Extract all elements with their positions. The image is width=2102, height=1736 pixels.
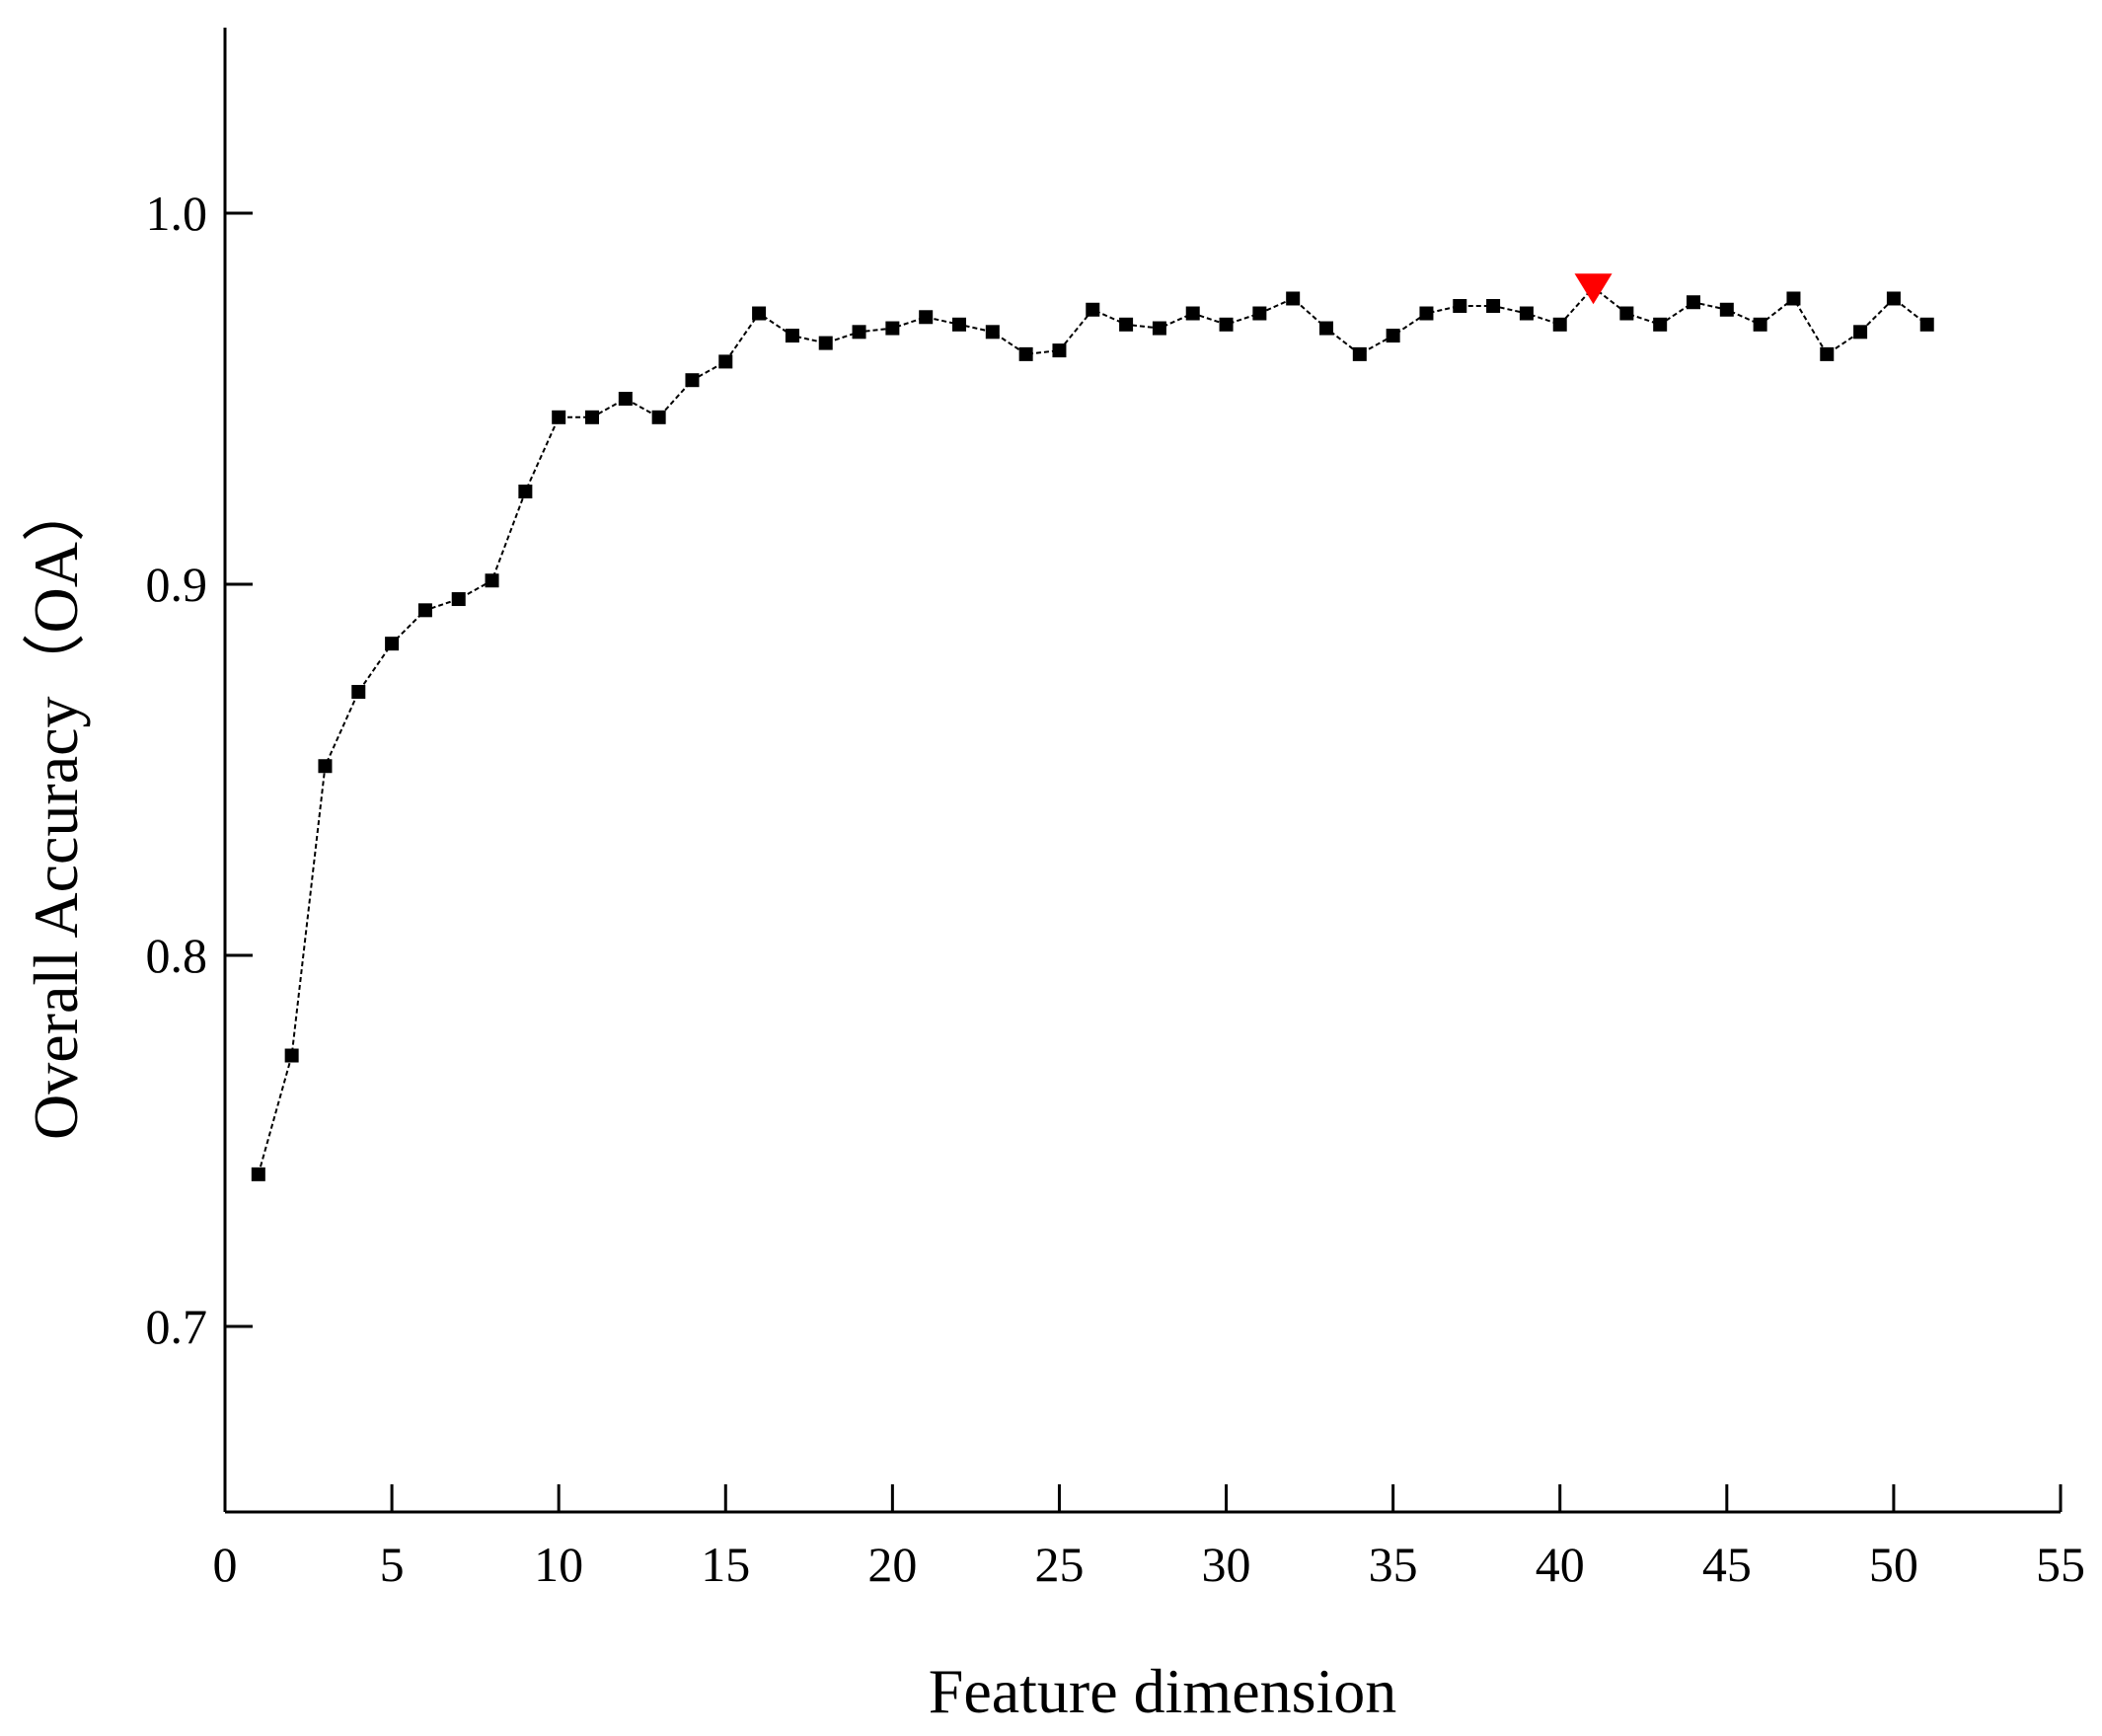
axes [223,28,2061,1514]
data-point [1086,302,1100,317]
data-point [885,321,900,336]
data-point [1687,295,1700,310]
data-point [1386,329,1400,343]
data-point [651,410,666,424]
x-tick-label: 30 [1202,1537,1251,1592]
series-markers [251,291,1934,1181]
data-point [1786,291,1801,306]
highlight-marker [1574,273,1613,305]
data-point [552,410,566,424]
data-point [718,354,733,369]
x-tick-label: 35 [1369,1537,1418,1592]
data-point [919,310,934,325]
data-point [1319,321,1333,336]
data-point [1119,317,1134,332]
x-tick-label: 15 [701,1537,750,1592]
series [251,273,1934,1181]
data-point [451,592,466,607]
data-point [518,485,533,498]
data-point [1519,306,1534,321]
data-point [284,1048,299,1063]
data-point [852,325,866,340]
data-point [1486,299,1501,313]
data-point [785,329,799,343]
x-tick-label: 10 [534,1537,583,1592]
data-point [618,392,633,406]
data-point [385,637,400,651]
x-tick-label: 25 [1034,1537,1084,1592]
data-point [1352,346,1367,361]
data-point [318,759,333,774]
data-point [1252,306,1267,321]
data-point [1453,299,1467,313]
y-axis-ticks: 0.7 0.8 0.9 1.0 [146,186,253,1354]
data-point [1018,346,1033,361]
data-point [1552,317,1567,332]
x-tick-label: 0 [213,1537,238,1592]
data-point [1219,317,1234,332]
x-axis-label: Feature dimension [929,1656,1397,1726]
data-point [752,306,767,321]
data-point [952,317,966,332]
data-point [985,325,1000,340]
data-point [1719,302,1734,317]
x-tick-label: 40 [1536,1537,1585,1592]
y-tick-label: 0.9 [146,557,208,612]
data-point [417,603,432,618]
series-line [257,285,1928,1175]
y-axis-label: Overall Accuracy（OA） [21,479,91,1140]
data-point [1052,343,1067,358]
data-point [1753,317,1767,332]
data-point [1419,306,1434,321]
data-point [685,373,700,388]
data-point [485,573,499,588]
y-tick-label: 0.7 [146,1299,208,1354]
y-tick-label: 0.8 [146,928,208,983]
x-axis-ticks: 0 5 10 15 20 25 30 35 40 45 50 55 [213,1484,2085,1592]
data-point [818,336,833,350]
data-point [351,685,366,700]
data-point [1820,346,1835,361]
y-tick-label: 1.0 [146,186,208,241]
data-point [585,410,599,424]
data-point [1886,291,1901,306]
x-tick-label: 45 [1702,1537,1752,1592]
data-point [1919,317,1934,332]
data-point [1653,317,1668,332]
x-tick-label: 20 [867,1537,917,1592]
data-point [1853,325,1868,340]
data-point [251,1167,265,1181]
data-point [1286,291,1301,306]
data-point [1185,306,1200,321]
data-point [1152,321,1166,336]
x-tick-label: 55 [2036,1537,2085,1592]
data-point [1619,306,1634,321]
x-tick-label: 50 [1869,1537,1918,1592]
x-tick-label: 5 [380,1537,405,1592]
